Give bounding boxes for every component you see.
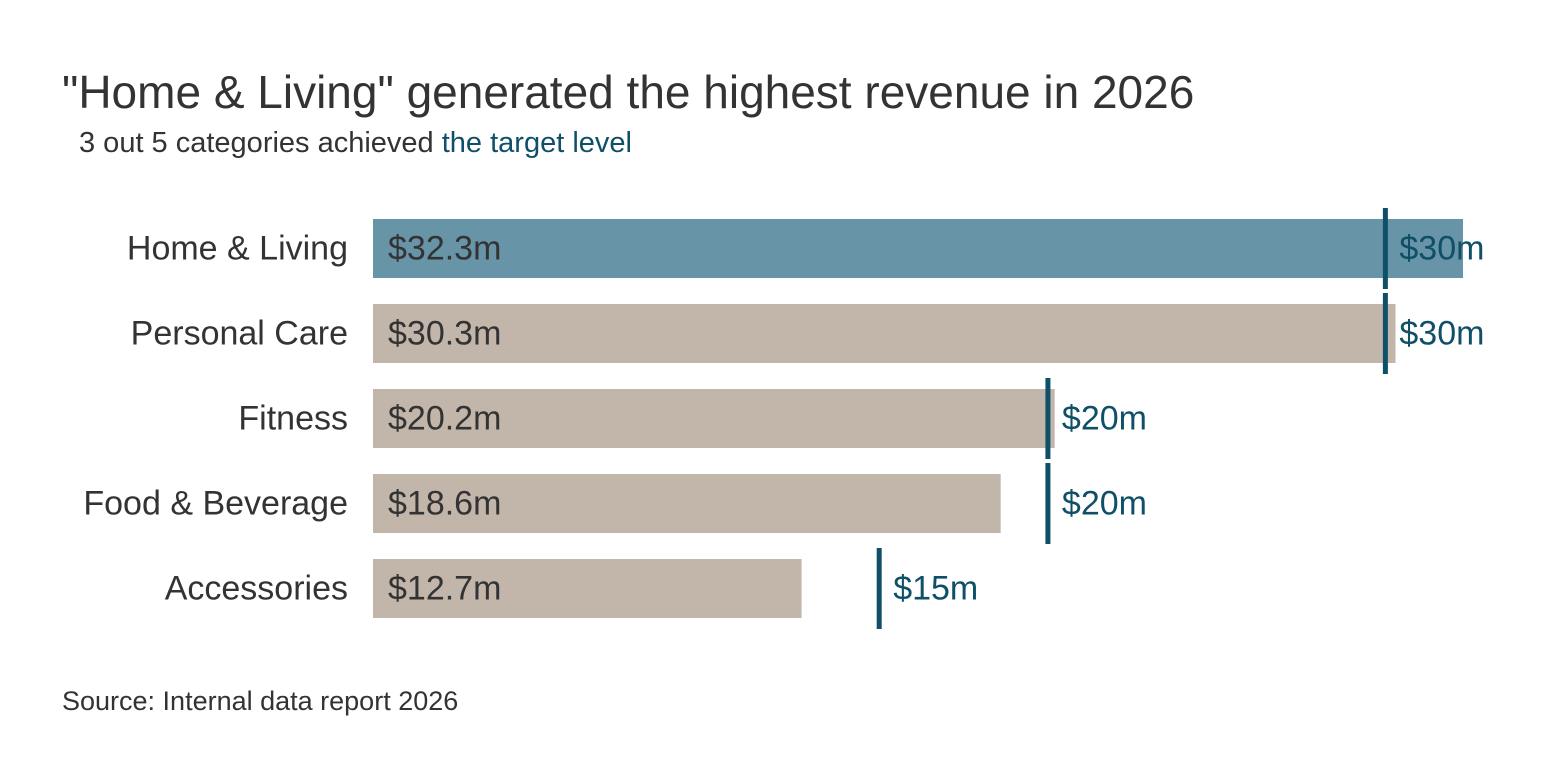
value-label: $32.3m [388,230,501,268]
category-label: Accessories [165,570,348,608]
bar [373,389,1055,448]
value-label: $20.2m [388,400,501,438]
target-label: $30m [1399,315,1484,353]
bar [373,219,1463,278]
subtitle-highlight: the target level [441,127,632,159]
category-label: Home & Living [127,230,348,268]
target-label: $20m [1062,400,1147,438]
bar [373,559,802,618]
target-label: $30m [1399,230,1484,268]
category-label: Personal Care [131,315,348,353]
bar [373,474,1001,533]
target-label: $20m [1062,485,1147,523]
value-label: $18.6m [388,485,501,523]
value-label: $30.3m [388,315,501,353]
subtitle-prefix: 3 out 5 categories achieved [79,127,442,159]
source-note: Source: Internal data report 2026 [62,686,459,716]
bar [373,304,1396,363]
category-label: Food & Beverage [83,485,348,523]
chart-subtitle: 3 out 5 categories achieved the target l… [79,125,632,161]
value-label: $12.7m [388,570,501,608]
chart-title: "Home & Living" generated the highest re… [62,66,1195,118]
category-label: Fitness [238,400,348,438]
target-label: $15m [893,570,978,608]
